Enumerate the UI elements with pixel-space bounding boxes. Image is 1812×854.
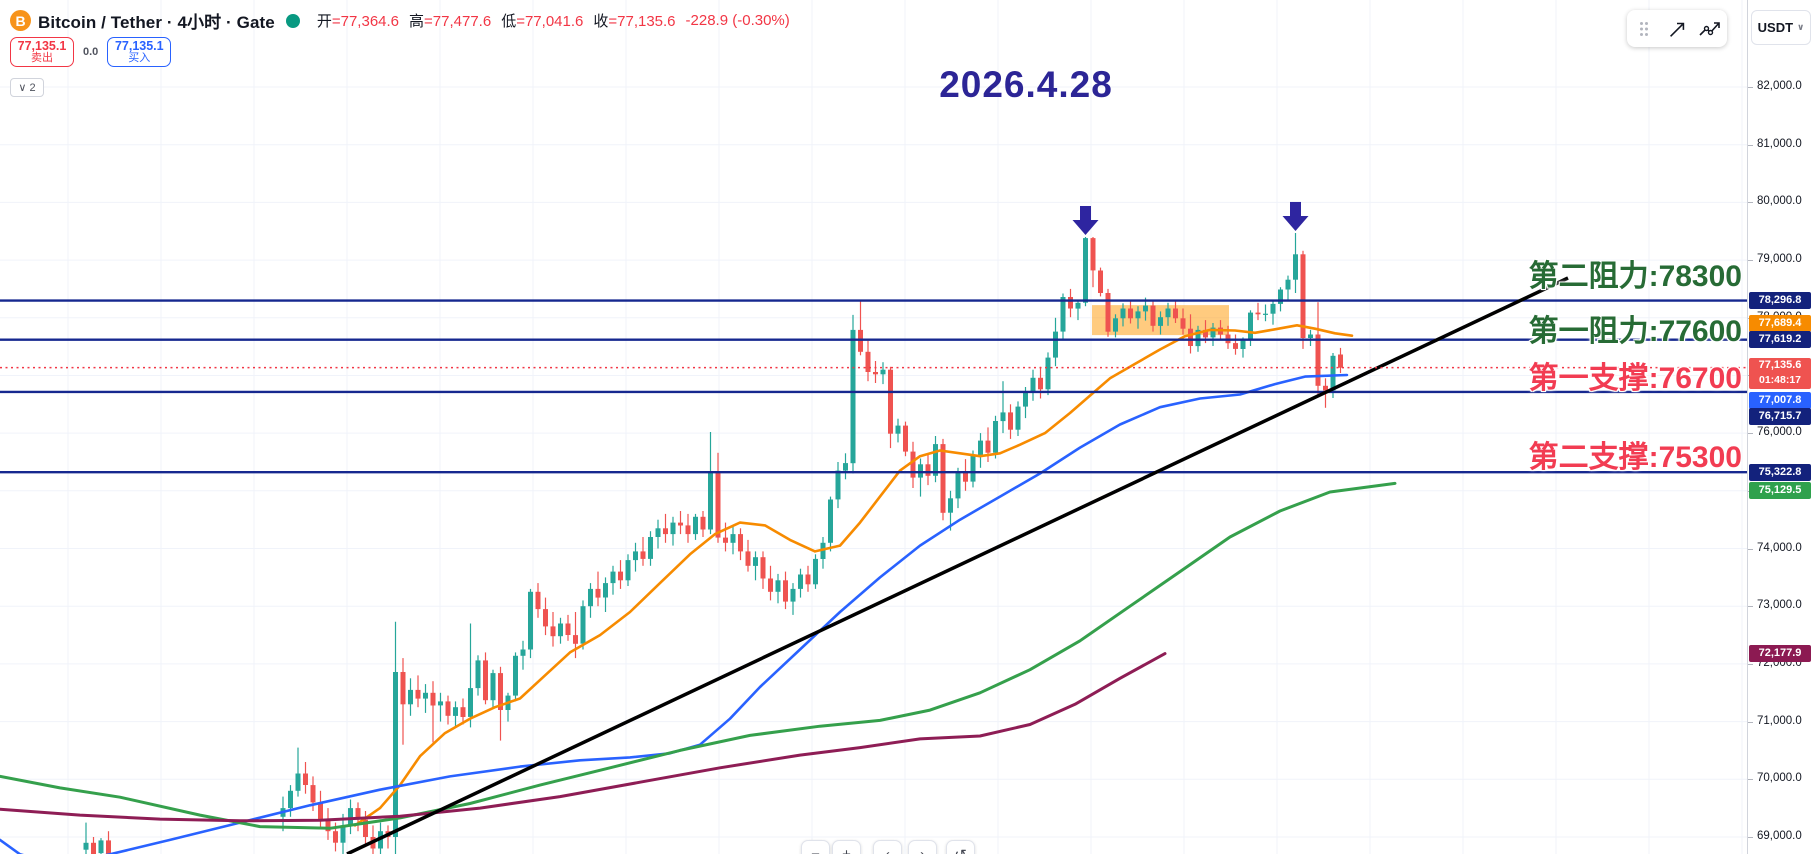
price-axis[interactable]: USDT ∨ 82,000.0 81,000.0 80,000.0 79,000.0 7…: [1747, 0, 1812, 854]
open-label: 开: [316, 13, 332, 30]
axis-price-label: 82,000.0: [1757, 80, 1802, 92]
sell-button[interactable]: 77,135.1 卖出: [10, 37, 74, 67]
price-tag: 77,619.2: [1749, 331, 1811, 348]
down-arrow-marker: [1072, 205, 1099, 235]
axis-tick: [1748, 260, 1753, 261]
polyline-tool-button[interactable]: [1694, 10, 1727, 47]
axis-price-label: 80,000.0: [1757, 195, 1802, 207]
market-status-icon: [285, 13, 300, 28]
candlestick-series: [83, 233, 1343, 854]
axis-tick: [1748, 549, 1753, 550]
level-annotation: 第一阻力:77600: [1528, 315, 1742, 348]
axis-tick: [1748, 87, 1753, 88]
open-value: =77,364.6: [331, 13, 400, 30]
reset-view-button[interactable]: ↺: [946, 840, 975, 854]
level-annotation: 第二阻力:78300: [1528, 260, 1742, 293]
axis-price-label: 70,000.0: [1757, 772, 1802, 784]
change-value: -228.9 (-0.30%): [685, 12, 790, 29]
sell-label: 卖出: [31, 51, 53, 64]
indicators-count: 2: [29, 81, 36, 94]
toolbar-drag-handle[interactable]: [1627, 10, 1660, 47]
price-tag: 77,689.4: [1749, 315, 1811, 332]
scroll-left-button[interactable]: ‹: [873, 840, 902, 854]
currency-label: USDT: [1757, 20, 1794, 35]
axis-price-label: 76,000.0: [1757, 426, 1802, 438]
buy-label: 买入: [128, 51, 151, 64]
trendline: [346, 276, 1569, 854]
ma-mid-blue: [0, 373, 1349, 854]
zoom-in-button[interactable]: +: [832, 840, 861, 854]
close-label: 收: [593, 13, 609, 30]
trendline-tool-button[interactable]: [1660, 10, 1693, 47]
high-value: =77,477.6: [424, 13, 492, 30]
symbol-header: B Bitcoin / Tether · 4小时 · Gate 开=77,364…: [10, 8, 790, 33]
buy-button[interactable]: 77,135.1 买入: [107, 37, 172, 67]
ohlc-values: 开=77,364.6 高=77,477.6 低=77,041.6 收=77,13…: [317, 10, 790, 31]
currency-dropdown[interactable]: USDT ∨: [1751, 10, 1811, 45]
axis-tick: [1748, 779, 1753, 780]
polyline-tool-icon: [1699, 21, 1721, 36]
ma-slow-green: [0, 481, 1397, 830]
price-tag: 78,296.8: [1749, 292, 1811, 309]
scroll-right-button[interactable]: ›: [908, 840, 937, 854]
current-price-tag: 77,135.6 01:48:17: [1749, 358, 1811, 389]
axis-tick: [1748, 837, 1753, 838]
axis-price-label: 81,000.0: [1757, 138, 1802, 150]
price-tag: 76,715.7: [1749, 408, 1811, 425]
down-arrow-marker: [1282, 201, 1309, 231]
axis-price-label: 74,000.0: [1757, 542, 1802, 554]
indicators-collapse-button[interactable]: ∨ 2: [10, 78, 44, 97]
axis-tick: [1748, 433, 1753, 434]
low-label: 低: [501, 13, 517, 30]
close-value: =77,135.6: [608, 13, 676, 30]
axis-tick: [1748, 664, 1753, 665]
chart-canvas[interactable]: [0, 0, 1747, 854]
ma-fast-orange: [353, 323, 1354, 827]
date-annotation: 2026.4.28: [939, 64, 1113, 105]
low-value: =77,041.6: [516, 13, 584, 30]
chevron-down-icon: ∨: [18, 82, 27, 94]
arrow-tool-icon: [1670, 22, 1685, 37]
price-tag: 72,177.9: [1749, 645, 1811, 662]
bitcoin-icon: B: [10, 10, 31, 31]
zoom-out-button[interactable]: −: [801, 840, 830, 854]
drawing-toolbar: [1627, 10, 1727, 47]
price-tag: 75,322.8: [1749, 464, 1811, 481]
level-annotation: 第二支撑:75300: [1528, 441, 1742, 474]
drag-dots-icon: [1639, 21, 1648, 36]
price-tag: 77,007.8: [1749, 392, 1811, 409]
level-annotation: 第一支撑:76700: [1528, 362, 1742, 395]
ma-slowest-maroon: [0, 652, 1167, 823]
axis-tick: [1748, 145, 1753, 146]
axis-tick: [1748, 202, 1753, 203]
high-label: 高: [409, 13, 425, 30]
axis-price-label: 79,000.0: [1757, 253, 1802, 265]
axis-tick: [1748, 722, 1753, 723]
buy-price: 77,135.1: [114, 38, 164, 53]
sell-price: 77,135.1: [17, 38, 67, 53]
order-panel: 77,135.1 卖出 0.0 77,135.1 买入: [10, 37, 172, 67]
axis-tick: [1748, 606, 1753, 607]
symbol-title[interactable]: Bitcoin / Tether · 4小时 · Gate: [38, 13, 275, 32]
axis-price-label: 71,000.0: [1757, 715, 1802, 727]
axis-price-label: 73,000.0: [1757, 599, 1802, 611]
axis-price-label: 69,000.0: [1757, 830, 1802, 842]
chevron-down-icon: ∨: [1797, 22, 1805, 32]
spread-value: 0.0: [83, 46, 99, 58]
price-tag: 75,129.5: [1749, 482, 1811, 499]
